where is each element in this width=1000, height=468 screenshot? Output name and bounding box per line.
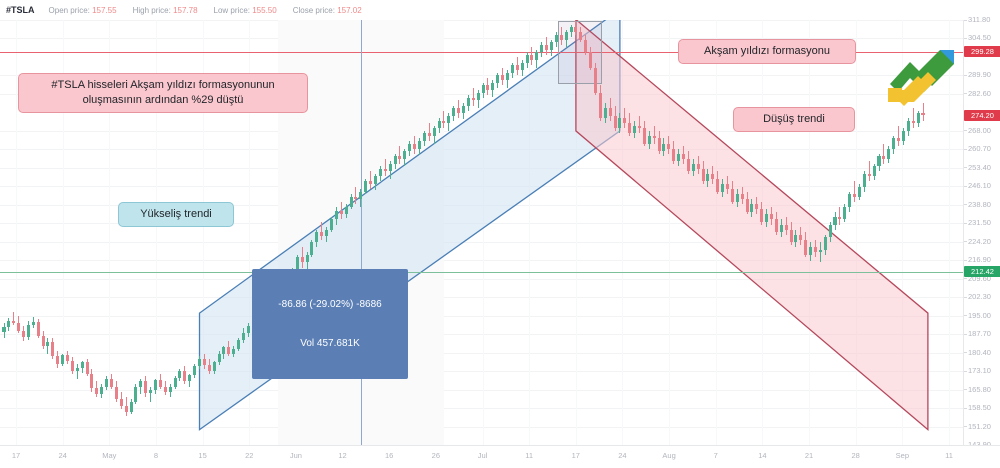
- time-tick: Aug: [662, 451, 676, 460]
- annotation-drop-note: #TSLA hisseleri Akşam yıldızı formasyonu…: [18, 73, 308, 113]
- time-tick: 14: [758, 451, 767, 460]
- price-tick: 165.80: [964, 385, 1000, 394]
- price-tick: 304.50: [964, 34, 1000, 42]
- price-tick: 173.10: [964, 367, 1000, 375]
- time-tick: 17: [11, 451, 21, 460]
- price-tick: 224.20: [964, 237, 1000, 246]
- annotation-uptrend: Yükseliş trendi: [118, 202, 234, 227]
- time-tick: Sep: [895, 451, 910, 460]
- time-tick: 24: [618, 451, 627, 460]
- price-tick: 260.70: [964, 145, 1000, 153]
- time-tick: 16: [385, 451, 394, 460]
- price-tick: 187.70: [964, 330, 1000, 338]
- price-badge: 274.20: [964, 109, 1000, 121]
- time-tick: 7: [713, 451, 718, 460]
- price-tick: 195.00: [964, 311, 1000, 320]
- grid-line-vertical: [155, 20, 157, 445]
- time-tick: Jun: [289, 451, 302, 460]
- time-tick: 26: [431, 451, 441, 460]
- grid-line-vertical: [949, 20, 950, 445]
- price-tick: 246.10: [964, 182, 1000, 190]
- measurement-tooltip: -86.86 (-29.02%) -8686 Vol 457.681K: [252, 269, 408, 379]
- time-tick: May: [102, 451, 117, 460]
- price-tick: 311.80: [964, 16, 1000, 24]
- price-badge: 299.28: [964, 46, 1000, 58]
- ohlc-high: High price: 157.78: [132, 5, 198, 15]
- price-tick: 209.60: [964, 274, 1000, 283]
- price-tick: 158.50: [964, 404, 1000, 412]
- price-axis[interactable]: 311.80 304.50 289.90 282.60 268.00 260.70 253.…: [963, 16, 1000, 449]
- price-tick: 282.60: [964, 89, 1000, 98]
- price-badge: 212.42: [964, 266, 1000, 278]
- time-tick: 17: [571, 451, 580, 460]
- time-tick: Jul: [477, 451, 488, 460]
- price-tick: 216.90: [964, 256, 1000, 264]
- measurement-delta: -86.86 (-29.02%) -8686: [278, 299, 382, 310]
- time-tick: 22: [245, 451, 254, 460]
- price-tick: 180.40: [964, 348, 1000, 357]
- time-tick: 8: [153, 451, 159, 460]
- time-axis[interactable]: 17 24 May 8 15 22 Jun 12 16 26 Jul 11 17 24 Aug 7 14 21 28…: [0, 445, 1000, 468]
- ohlc-close: Close price: 157.02: [292, 5, 362, 15]
- grid-line-vertical: [109, 20, 111, 445]
- ohlc-low: Low price: 155.50: [213, 5, 277, 15]
- time-tick: 21: [804, 451, 814, 460]
- price-tick: 268.00: [964, 126, 1000, 135]
- price-tick: 151.20: [964, 422, 1000, 431]
- price-tick: 253.40: [964, 163, 1000, 172]
- grid-line-vertical: [16, 20, 17, 445]
- measurement-volume: Vol 457.681K: [300, 338, 360, 349]
- price-tick: 238.80: [964, 200, 1000, 209]
- brand-logo: [888, 50, 954, 106]
- time-tick: 15: [198, 451, 207, 460]
- time-tick: 11: [945, 451, 953, 460]
- price-tick: 231.50: [964, 219, 1000, 227]
- time-tick: 28: [851, 451, 860, 460]
- grid-line-vertical: [62, 20, 64, 445]
- price-tick: 202.30: [964, 293, 1000, 301]
- ohlc-open: Open price: 157.55: [48, 5, 117, 15]
- time-tick: 24: [58, 451, 67, 460]
- price-tick: 289.90: [964, 71, 1000, 79]
- chart-header: #TSLA Open price: 157.55 High price: 157…: [0, 0, 1000, 20]
- annotation-evening-star: Akşam yıldızı formasyonu: [678, 39, 856, 64]
- symbol-label: #TSLA: [6, 5, 35, 15]
- annotation-downtrend: Düşüş trendi: [733, 107, 855, 132]
- time-tick: 12: [338, 451, 347, 460]
- time-tick: 11: [525, 451, 534, 460]
